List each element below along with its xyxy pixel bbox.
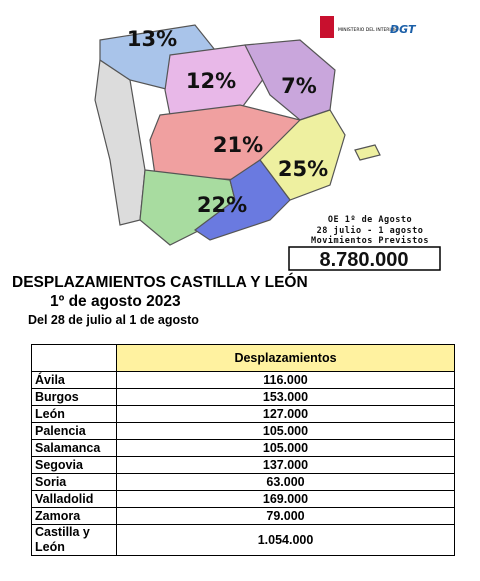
table-body: Ávila 116.000 Burgos 153.000 León 127.000 Pale… (31, 371, 455, 556)
row-value: 105.000 (116, 422, 455, 440)
row-value: 153.000 (116, 388, 455, 406)
data-table: Desplazamientos Ávila 116.000 Burgos 153.00… (31, 344, 455, 556)
table-row: León 127.000 (31, 405, 455, 423)
row-label: Soria (31, 473, 117, 491)
header-cell (31, 344, 117, 372)
row-value: 116.000 (116, 371, 455, 389)
table-row: Castilla y León 1.054.000 (31, 524, 455, 556)
table-row: Soria 63.000 (31, 473, 455, 491)
map-label: 13% (127, 27, 177, 51)
table-row: Zamora 79.000 (31, 507, 455, 525)
row-label: Salamanca (31, 439, 117, 457)
row-label: Zamora (31, 507, 117, 525)
header-row: Desplazamientos (31, 344, 455, 372)
forecast-total: 8.780.000 (320, 249, 409, 271)
row-label: Palencia (31, 422, 117, 440)
map-label: 7% (281, 74, 317, 98)
header-cell: Desplazamientos (116, 344, 455, 372)
table-row: Palencia 105.000 (31, 422, 455, 440)
table-row: Segovia 137.000 (31, 456, 455, 474)
map-label: 22% (197, 193, 247, 217)
islands (354, 144, 381, 161)
forecast-line: 28 julio - 1 agosto (317, 225, 424, 236)
table-row: Salamanca 105.000 (31, 439, 455, 457)
forecast-line: Movimientos Previstos (311, 235, 429, 246)
logo-dgt: DGT (390, 23, 417, 36)
map-label: 12% (186, 69, 236, 93)
subtitle: Del 28 de julio al 1 de agosto (28, 313, 199, 327)
row-value: 127.000 (116, 405, 455, 423)
forecast-line: OE 1º de Agosto (328, 215, 412, 225)
row-value: 79.000 (116, 507, 455, 525)
total-box (288, 246, 441, 271)
date: 1º de agosto 2023 (50, 293, 181, 310)
row-label: Valladolid (31, 490, 117, 508)
row-label: Burgos (31, 388, 117, 406)
table-row: Valladolid 169.000 (31, 490, 455, 508)
row-value: 137.000 (116, 456, 455, 474)
map (94, 24, 381, 246)
logo-ministry: MINISTERIO DEL INTERIOR (338, 27, 397, 33)
map-graphic: 13% 12% 7% 21% 25% 22% MINISTERIO DEL IN… (94, 16, 441, 271)
row-label: Castilla y León (31, 524, 117, 556)
row-value: 169.000 (116, 490, 455, 508)
row-label: Segovia (31, 456, 117, 474)
region (193, 159, 291, 241)
table-row: Ávila 116.000 (31, 371, 455, 389)
map-label: 21% (213, 133, 263, 157)
region (94, 58, 146, 226)
row-value: 1.054.000 (116, 524, 455, 556)
row-value: 63.000 (116, 473, 455, 491)
row-label: Ávila (31, 371, 117, 389)
row-value: 105.000 (116, 439, 455, 457)
table-row: Burgos 153.000 (31, 388, 455, 406)
map-label: 25% (278, 157, 328, 181)
logo-emblem (320, 16, 334, 38)
row-label: León (31, 405, 117, 423)
title: DESPLAZAMIENTOS CASTILLA Y LEÓN (12, 274, 308, 291)
